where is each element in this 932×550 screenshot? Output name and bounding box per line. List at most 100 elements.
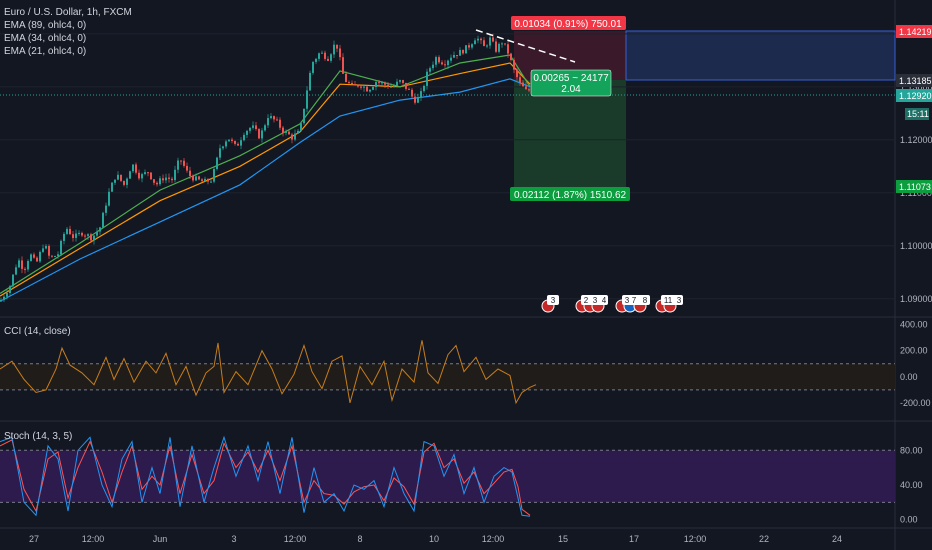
candle-body xyxy=(192,175,194,181)
candle-body xyxy=(396,81,398,86)
candle-body xyxy=(159,178,161,185)
price-tick-label: 1.09000 xyxy=(900,294,932,304)
candle-body xyxy=(441,62,443,65)
symbol-title[interactable]: Euro / U.S. Dollar, 1h, FXCM xyxy=(4,7,132,18)
time-tick-label: 12:00 xyxy=(482,534,505,544)
candle-body xyxy=(249,127,251,131)
event-flag-icon[interactable]: 3 7 8 xyxy=(615,295,650,313)
time-tick-label: 24 xyxy=(832,534,842,544)
time-tick-label: 15 xyxy=(558,534,568,544)
candle-body xyxy=(93,235,95,241)
candle-body xyxy=(120,174,122,181)
candle-body xyxy=(45,246,47,249)
stop-label: 0.01034 (0.91%) 750.01 xyxy=(514,19,622,30)
candle-body xyxy=(234,140,236,144)
event-markers[interactable]: 3 2 3 4 3 7 8 11 3 xyxy=(541,295,683,313)
candle-body xyxy=(195,176,197,181)
event-flag-icon[interactable]: 3 xyxy=(541,295,559,313)
candle-body xyxy=(288,131,290,135)
candle-body xyxy=(438,57,440,63)
time-tick-label: 12:00 xyxy=(82,534,105,544)
entry-price-tag xyxy=(896,74,932,87)
candle-body xyxy=(474,40,476,45)
ema21-line xyxy=(0,54,531,295)
candle-body xyxy=(282,127,284,133)
candle-body xyxy=(105,205,107,213)
mid-label-line2: 2.04 xyxy=(561,84,581,95)
target-price-tag-text: 1.11073 xyxy=(899,182,931,192)
candle-body xyxy=(336,44,338,49)
candle-body xyxy=(477,38,479,41)
ema34-legend[interactable]: EMA (34, ohlc4, 0) xyxy=(4,33,87,44)
candle-body xyxy=(108,191,110,206)
candle-body xyxy=(300,123,302,131)
candle-body xyxy=(369,89,371,92)
candle-body xyxy=(111,182,113,192)
candle-body xyxy=(246,130,248,135)
stop-price-tag-text: 1.14219 xyxy=(899,27,932,37)
candle-body xyxy=(201,179,203,182)
candle-body xyxy=(69,228,71,235)
candle-body xyxy=(507,44,509,54)
candle-body xyxy=(345,73,347,83)
current-price-tag xyxy=(896,89,932,102)
price-tick-label: 1.12000 xyxy=(900,135,932,145)
candle-body xyxy=(420,91,422,97)
stop-label-box[interactable] xyxy=(511,16,626,30)
stoch-tick-label: 80.00 xyxy=(900,445,923,455)
candle-body xyxy=(498,43,500,52)
trend-line[interactable] xyxy=(475,29,576,63)
target-label: 0.02112 (1.87%) 1510.62 xyxy=(514,190,627,201)
candle-body xyxy=(12,274,14,287)
blue-zone[interactable] xyxy=(625,30,896,81)
candle-body xyxy=(231,139,233,141)
candle-body xyxy=(186,165,188,171)
candle-body xyxy=(273,116,275,120)
candle-body xyxy=(429,68,431,72)
candle-body xyxy=(87,234,89,236)
candle-body xyxy=(285,131,287,133)
candle-body xyxy=(462,50,464,54)
candle-body xyxy=(162,178,164,181)
candle-body xyxy=(471,44,473,48)
ema89-legend[interactable]: EMA (89, ohlc4, 0) xyxy=(4,20,87,31)
candle-body xyxy=(510,53,512,60)
candle-body xyxy=(405,82,407,89)
candle-body xyxy=(393,85,395,87)
candle-body xyxy=(147,172,149,174)
candle-body xyxy=(243,134,245,141)
candle-body xyxy=(360,86,362,88)
candle-body xyxy=(375,82,377,87)
candle-body xyxy=(138,172,140,179)
candle-body xyxy=(150,172,152,180)
candle-body xyxy=(459,50,461,56)
cci-tick-label: 200.00 xyxy=(900,346,928,356)
cci-tick-label: -200.00 xyxy=(900,398,931,408)
candle-body xyxy=(351,83,353,84)
candle-body xyxy=(399,80,401,82)
event-flag-icon[interactable]: 11 3 xyxy=(655,295,683,313)
candle-body xyxy=(357,84,359,87)
candle-body xyxy=(294,133,296,140)
candle-body xyxy=(456,55,458,56)
candle-body xyxy=(279,119,281,128)
stop-price-tag xyxy=(896,25,932,38)
target-label-box[interactable] xyxy=(510,187,630,201)
event-flag-icon[interactable]: 2 3 4 xyxy=(575,295,608,313)
candle-body xyxy=(486,45,488,47)
stoch-title: Stoch (14, 3, 5) xyxy=(4,431,72,442)
candle-body xyxy=(0,299,2,302)
mid-label-line1: 0.00265 ~ 24177 xyxy=(533,73,609,84)
target-zone[interactable] xyxy=(514,80,626,188)
candle-body xyxy=(309,72,311,91)
candle-body xyxy=(408,88,410,90)
candle-body xyxy=(513,60,515,70)
target-price-tag xyxy=(896,180,932,193)
event-count: 3 xyxy=(677,296,682,305)
mid-label-box[interactable] xyxy=(530,69,612,97)
ema21-legend[interactable]: EMA (21, ohlc4, 0) xyxy=(4,46,87,57)
candle-body xyxy=(426,71,428,86)
candle-body xyxy=(417,97,419,103)
candle-body xyxy=(318,53,320,59)
